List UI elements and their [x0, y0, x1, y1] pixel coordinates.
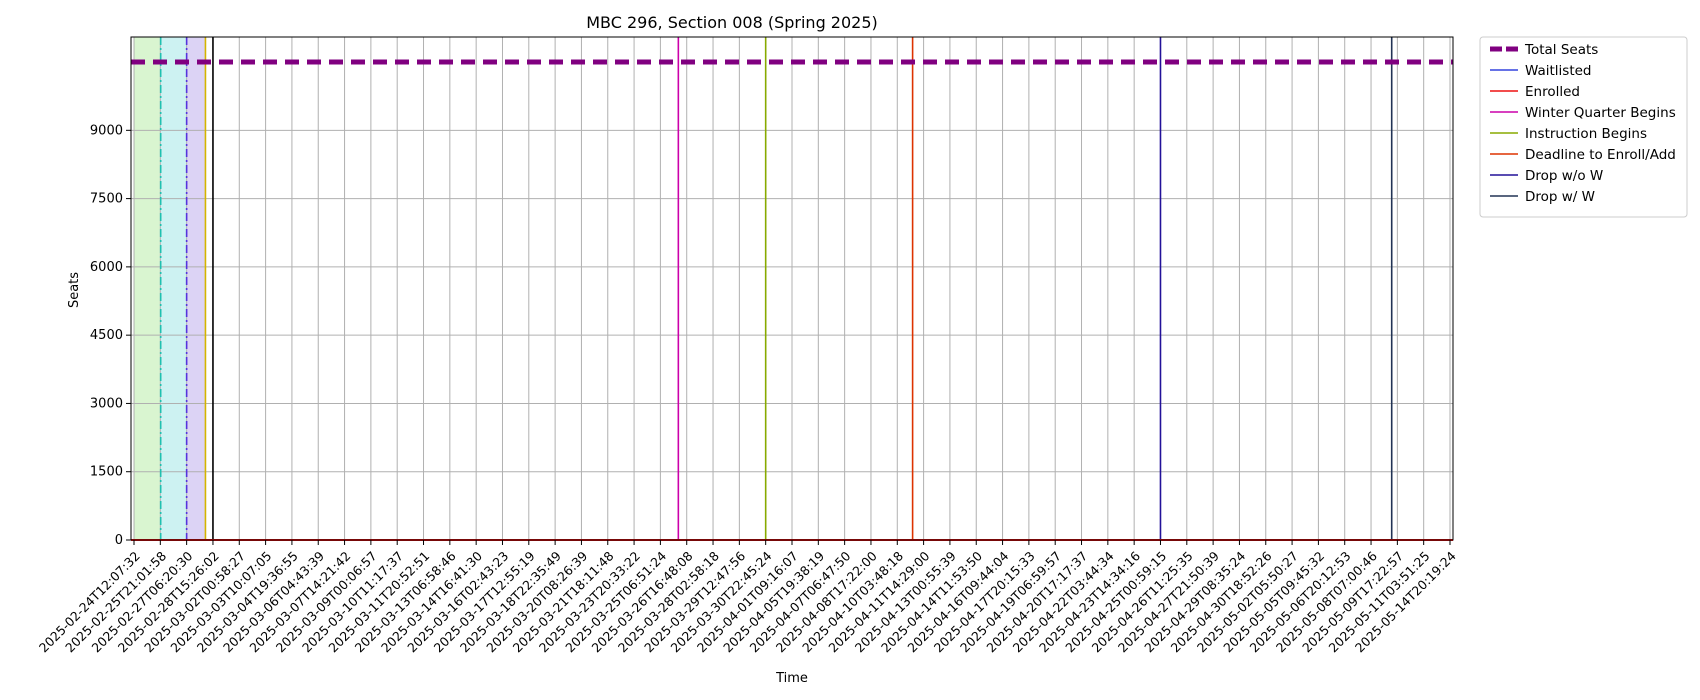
- legend-entry-label: Winter Quarter Begins: [1525, 105, 1676, 121]
- shaded-region: [134, 37, 161, 540]
- y-axis-label: Seats: [67, 272, 82, 308]
- legend-entry-label: Enrolled: [1525, 84, 1580, 100]
- y-tick-label: 3000: [90, 396, 123, 411]
- chart-title: MBC 296, Section 008 (Spring 2025): [586, 13, 878, 32]
- legend-entry-label: Instruction Begins: [1525, 126, 1647, 142]
- legend-entry-label: Drop w/o W: [1525, 168, 1603, 184]
- y-tick-label: 7500: [90, 192, 123, 207]
- x-tick-labels: 2025-02-24T12:07:322025-02-25T21:01:5820…: [36, 548, 1459, 655]
- legend-entry-label: Deadline to Enroll/Add: [1525, 147, 1676, 163]
- shaded-regions: [134, 37, 206, 540]
- x-axis-label: Time: [775, 671, 808, 686]
- legend-box: [1479, 36, 1688, 218]
- shaded-region: [186, 37, 206, 540]
- legend-entry-label: Total Seats: [1524, 42, 1598, 58]
- y-tick-labels: 0 1500 3000 4500 6000 7500 9000: [90, 123, 123, 548]
- event-lines: [159, 37, 1393, 540]
- legend: Total Seats Waitlisted Enrolled Winter Quar…: [1479, 36, 1688, 218]
- y-tick-label: 0: [115, 533, 123, 548]
- legend-entry-label: Drop w/ W: [1525, 189, 1595, 205]
- y-tick-label: 6000: [90, 260, 123, 275]
- y-tick-label: 4500: [90, 328, 123, 343]
- y-tick-label: 9000: [90, 123, 123, 138]
- y-tick-label: 1500: [90, 465, 123, 480]
- shaded-region: [160, 37, 187, 540]
- legend-entry-label: Waitlisted: [1525, 63, 1592, 79]
- axes: [126, 36, 1454, 545]
